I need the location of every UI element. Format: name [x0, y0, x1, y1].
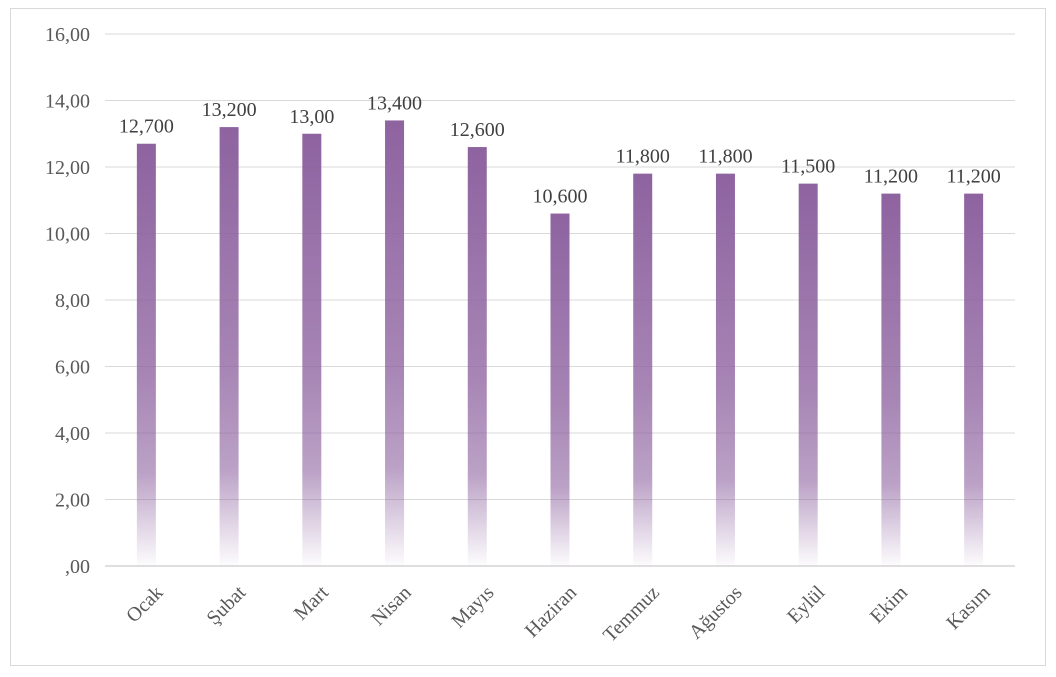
bar-nisan — [385, 120, 405, 566]
bar-chart: ,002,004,006,008,0010,0012,0014,0016,00 … — [45, 24, 1015, 646]
data-label: 13,00 — [289, 106, 334, 128]
y-tick-label: 8,00 — [55, 290, 90, 312]
x-tick-label: Ağustos — [685, 581, 747, 643]
y-tick-label: 4,00 — [55, 423, 90, 445]
bar-temmuz — [633, 173, 653, 566]
y-tick-label: 12,00 — [45, 157, 90, 179]
data-label: 10,600 — [533, 186, 588, 208]
bar-ocak — [136, 143, 156, 566]
x-tick-label: Kasım — [942, 581, 995, 634]
y-tick-label: 10,00 — [45, 224, 90, 246]
chart-frame: ,00 2,00 4,00 6,00 8,00 10,00 12,00 14,00 16,00 … — [10, 8, 1046, 666]
data-label: 13,200 — [202, 99, 257, 121]
data-label: 11,800 — [616, 146, 670, 168]
data-label: 11,500 — [781, 156, 835, 178]
x-tick-label: Nisan — [367, 582, 416, 631]
bar-ağustos — [715, 173, 735, 566]
x-tick-label: Ekim — [866, 581, 913, 628]
data-label: 11,800 — [698, 146, 752, 168]
bar-eylül — [798, 183, 818, 566]
x-tick-label: Ocak — [122, 582, 167, 627]
data-label: 11,200 — [864, 166, 918, 188]
y-tick-label: 16,00 — [45, 24, 90, 46]
data-labels: 12,700 13,200 13,00 13,400 12,600 10,600 11,80… — [119, 92, 1001, 207]
x-tick-label: Temmuz — [599, 582, 664, 647]
y-axis-ticks: ,00 2,00 4,00 6,00 8,00 10,00 12,00 14,00 16,00 — [45, 24, 90, 578]
y-tick-label: 6,00 — [55, 357, 90, 379]
x-axis-labels: Ocak Şubat Mart Nisan Mayıs Haziran Temmuz Ağus… — [122, 581, 995, 646]
x-tick-label: Mart — [290, 581, 333, 624]
x-tick-label: Haziran — [521, 582, 581, 642]
bar-ekim — [881, 193, 901, 566]
x-tick-label: Şubat — [202, 581, 250, 629]
bar-kasım — [964, 193, 984, 566]
data-label: 12,600 — [450, 119, 505, 141]
x-tick-label: Mayıs — [448, 581, 499, 632]
bar-mart — [302, 133, 322, 566]
data-label: 12,700 — [119, 116, 174, 138]
y-tick-label: 14,00 — [45, 91, 90, 113]
bar-haziran — [550, 213, 570, 567]
bars — [136, 120, 984, 567]
data-label: 13,400 — [367, 92, 422, 114]
data-label: 11,200 — [947, 166, 1001, 188]
bar-şubat — [219, 127, 239, 566]
bar-mayıs — [467, 147, 487, 567]
y-tick-label: 2,00 — [55, 490, 90, 512]
x-tick-label: Eylül — [783, 581, 830, 628]
y-tick-label: ,00 — [65, 556, 90, 578]
